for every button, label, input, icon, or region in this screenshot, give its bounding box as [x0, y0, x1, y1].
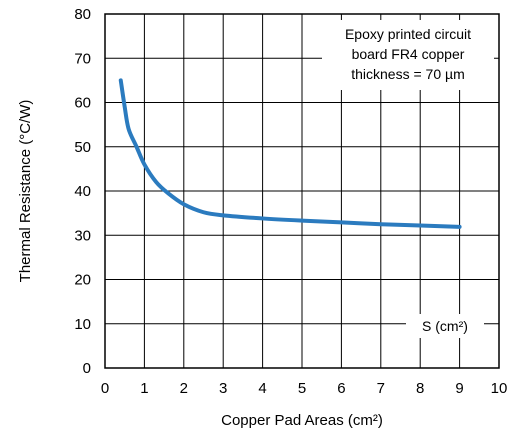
x-tick-label: 4 [258, 380, 266, 397]
x-tick-labels: 0 1 2 3 4 5 6 7 8 9 10 [101, 380, 508, 397]
annotation-line-1: Epoxy printed circuit [345, 26, 471, 42]
x-tick-label: 9 [455, 380, 463, 397]
annotation-line-2: board FR4 copper [352, 46, 465, 62]
x-tick-label: 10 [491, 380, 508, 397]
y-tick-label: 70 [74, 50, 91, 67]
annotation-box [322, 20, 494, 90]
y-tick-label: 60 [74, 95, 91, 112]
y-tick-label: 0 [83, 360, 91, 377]
x-tick-label: 3 [219, 380, 227, 397]
series-line [118, 78, 462, 229]
annotation-line-3: thickness = 70 µm [351, 66, 465, 82]
x-axis-label: Copper Pad Areas (cm²) [221, 412, 383, 429]
curve-label: S (cm²) [422, 318, 468, 334]
y-tick-label: 40 [74, 183, 91, 200]
y-tick-label: 30 [74, 227, 91, 244]
curve-label-box [406, 314, 484, 338]
series-layer [118, 78, 462, 229]
x-tick-label: 8 [416, 380, 424, 397]
y-tick-label: 10 [74, 316, 91, 333]
x-tick-label: 1 [140, 380, 148, 397]
x-tick-label: 7 [377, 380, 385, 397]
x-tick-label: 6 [337, 380, 345, 397]
y-tick-label: 50 [74, 139, 91, 156]
x-tick-label: 2 [180, 380, 188, 397]
y-tick-label: 80 [74, 6, 91, 23]
plot-border [104, 13, 500, 369]
x-tick-label: 0 [101, 380, 109, 397]
y-tick-labels: 0 10 20 30 40 50 60 70 80 [74, 6, 91, 377]
y-tick-label: 20 [74, 272, 91, 289]
x-tick-label: 5 [298, 380, 306, 397]
y-axis-label: Thermal Resistance (°C/W) [17, 100, 34, 283]
